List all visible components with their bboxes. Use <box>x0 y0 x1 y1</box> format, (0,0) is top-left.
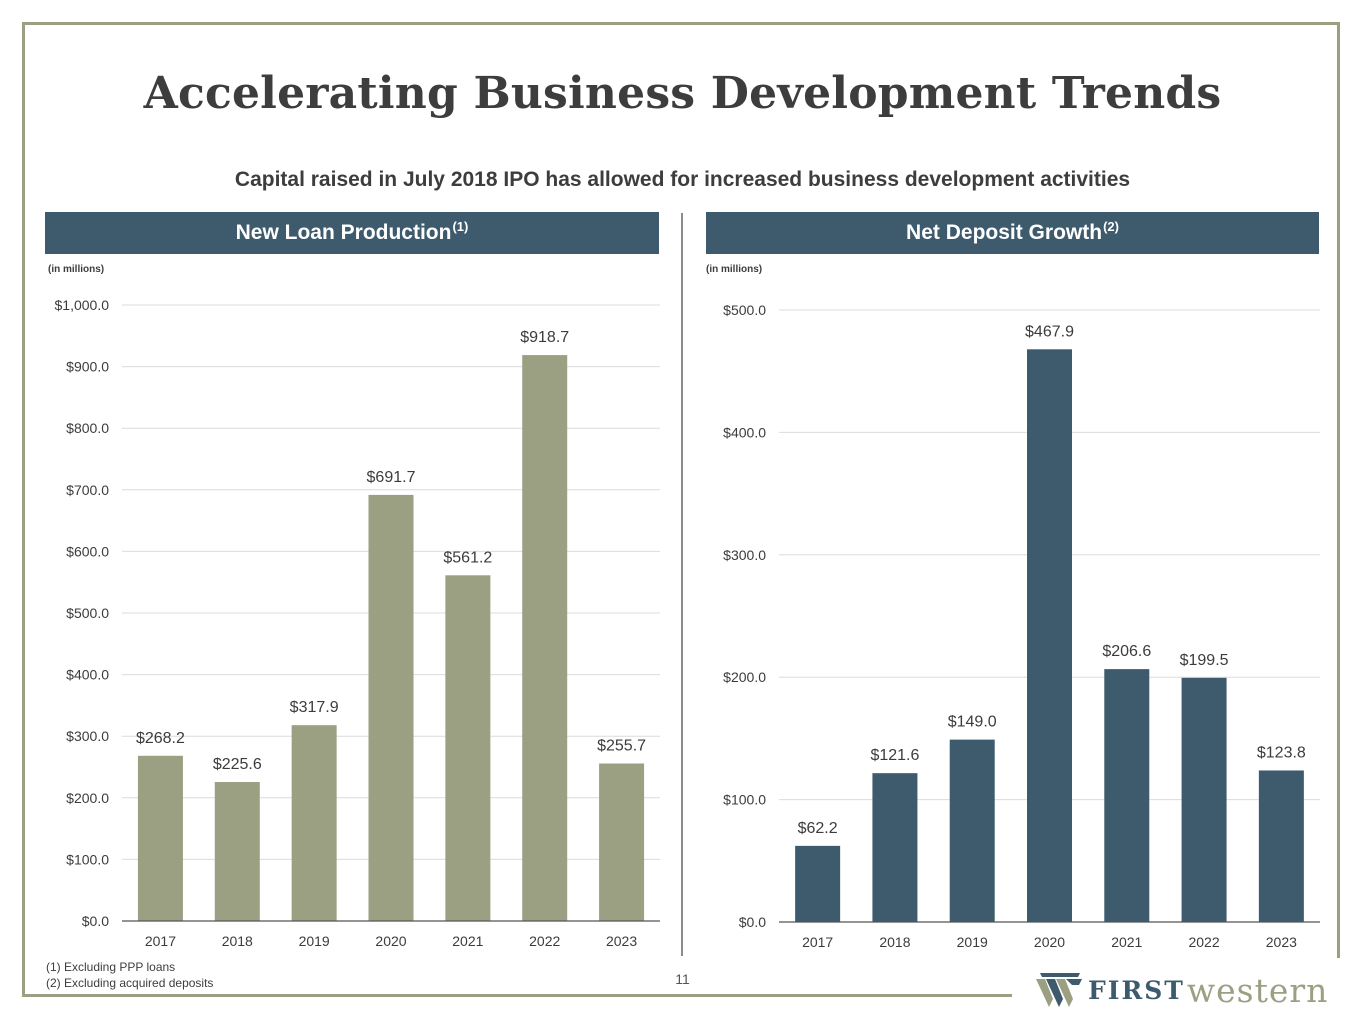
page-number: 11 <box>675 971 690 987</box>
logo-w-icon <box>1036 973 1082 1007</box>
loan-ytick-label: $1,000.0 <box>55 297 110 313</box>
loan-xtick-label: 2019 <box>299 933 330 949</box>
loan-bar-2018 <box>214 782 260 921</box>
loan-ytick-label: $500.0 <box>66 605 109 621</box>
loan-ytick-label: $0.0 <box>82 913 109 929</box>
deposit-ytick-label: $400.0 <box>723 424 766 440</box>
footnotes: (1) Excluding PPP loans (2) Excluding ac… <box>46 959 213 991</box>
deposit-value-label: $199.5 <box>1180 652 1229 669</box>
deposit-bar-2023 <box>1258 770 1304 922</box>
loan-value-label: $918.7 <box>520 329 569 346</box>
deposit-xtick-label: 2018 <box>879 934 910 950</box>
deposit-xtick-label: 2023 <box>1266 934 1297 950</box>
loan-ytick-label: $900.0 <box>66 359 109 375</box>
footnote-2: (2) Excluding acquired deposits <box>46 976 214 990</box>
deposit-value-label: $149.0 <box>948 714 997 731</box>
logo-western-text: western <box>1186 970 1329 1010</box>
loan-ytick-label: $800.0 <box>66 420 109 436</box>
loan-ytick-label: $200.0 <box>66 790 109 806</box>
loan-ytick-label: $400.0 <box>66 667 109 683</box>
deposit-xtick-label: 2021 <box>1111 934 1142 950</box>
loan-value-label: $225.6 <box>213 756 262 773</box>
loan-panel-title: New Loan Production <box>235 221 452 244</box>
deposit-xtick-label: 2017 <box>802 934 833 950</box>
loan-value-label: $317.9 <box>290 699 339 716</box>
deposit-ytick-label: $100.0 <box>723 792 766 808</box>
deposit-panel-title: Net Deposit Growth <box>906 221 1103 244</box>
slide-frame <box>22 22 1340 997</box>
loan-value-label: $268.2 <box>136 730 185 747</box>
deposit-bar-2021 <box>1104 669 1150 922</box>
loan-ytick-label: $300.0 <box>66 728 109 744</box>
loan-units-label: (in millions) <box>48 264 105 275</box>
deposit-bar-2017 <box>795 845 841 922</box>
loan-value-label: $691.7 <box>367 469 416 486</box>
deposit-xtick-label: 2019 <box>957 934 988 950</box>
slide-title: Accelerating Business Development Trends <box>143 68 1222 119</box>
loan-xtick-label: 2018 <box>222 933 253 949</box>
deposit-ytick-label: $0.0 <box>739 914 766 930</box>
loan-xtick-label: 2021 <box>452 933 483 949</box>
deposit-bar-2018 <box>872 773 918 922</box>
loan-ytick-label: $600.0 <box>66 543 109 559</box>
deposit-xtick-label: 2022 <box>1188 934 1219 950</box>
deposit-xtick-label: 2020 <box>1034 934 1065 950</box>
deposit-ytick-label: $200.0 <box>723 669 766 685</box>
logo-first-text: FIRST <box>1088 975 1185 1005</box>
deposit-value-label: $62.2 <box>798 820 838 837</box>
deposit-bar-2022 <box>1181 677 1227 922</box>
deposit-value-label: $206.6 <box>1102 643 1151 660</box>
loan-bar-2023 <box>599 763 645 921</box>
loan-ytick-label: $700.0 <box>66 482 109 498</box>
deposit-bar-2020 <box>1027 349 1072 922</box>
loan-xtick-label: 2022 <box>529 933 560 949</box>
deposit-value-label: $467.9 <box>1025 323 1074 340</box>
deposit-bar-2019 <box>949 739 995 922</box>
loan-ytick-label: $100.0 <box>66 851 109 867</box>
deposit-value-label: $121.6 <box>870 747 919 764</box>
loan-bar-2021 <box>445 575 491 921</box>
loan-xtick-label: 2023 <box>606 933 637 949</box>
deposit-ytick-label: $300.0 <box>723 547 766 563</box>
slide-subtitle: Capital raised in July 2018 IPO has allo… <box>234 168 1131 191</box>
loan-xtick-label: 2017 <box>145 933 176 949</box>
company-logo: FIRST western <box>1036 970 1328 1010</box>
loan-bar-2017 <box>137 755 183 921</box>
footnote-1: (1) Excluding PPP loans <box>46 960 176 974</box>
deposit-value-label: $123.8 <box>1257 744 1306 761</box>
deposit-ytick-label: $500.0 <box>723 302 766 318</box>
loan-value-label: $255.7 <box>597 737 646 754</box>
loan-bar-2019 <box>291 725 337 921</box>
deposit-panel-header: Net Deposit Growth(2) <box>706 212 1319 254</box>
loan-xtick-label: 2020 <box>375 933 406 949</box>
loan-panel-header: New Loan Production(1) <box>45 212 659 254</box>
panel-divider <box>681 213 683 956</box>
deposit-units-label: (in millions) <box>706 264 763 275</box>
loan-value-label: $561.2 <box>443 549 492 566</box>
loan-bar-2020 <box>368 494 414 921</box>
loan-panel-note-marker: (1) <box>452 219 469 234</box>
loan-bar-2022 <box>522 355 568 921</box>
deposit-panel-note-marker: (2) <box>1103 219 1119 234</box>
